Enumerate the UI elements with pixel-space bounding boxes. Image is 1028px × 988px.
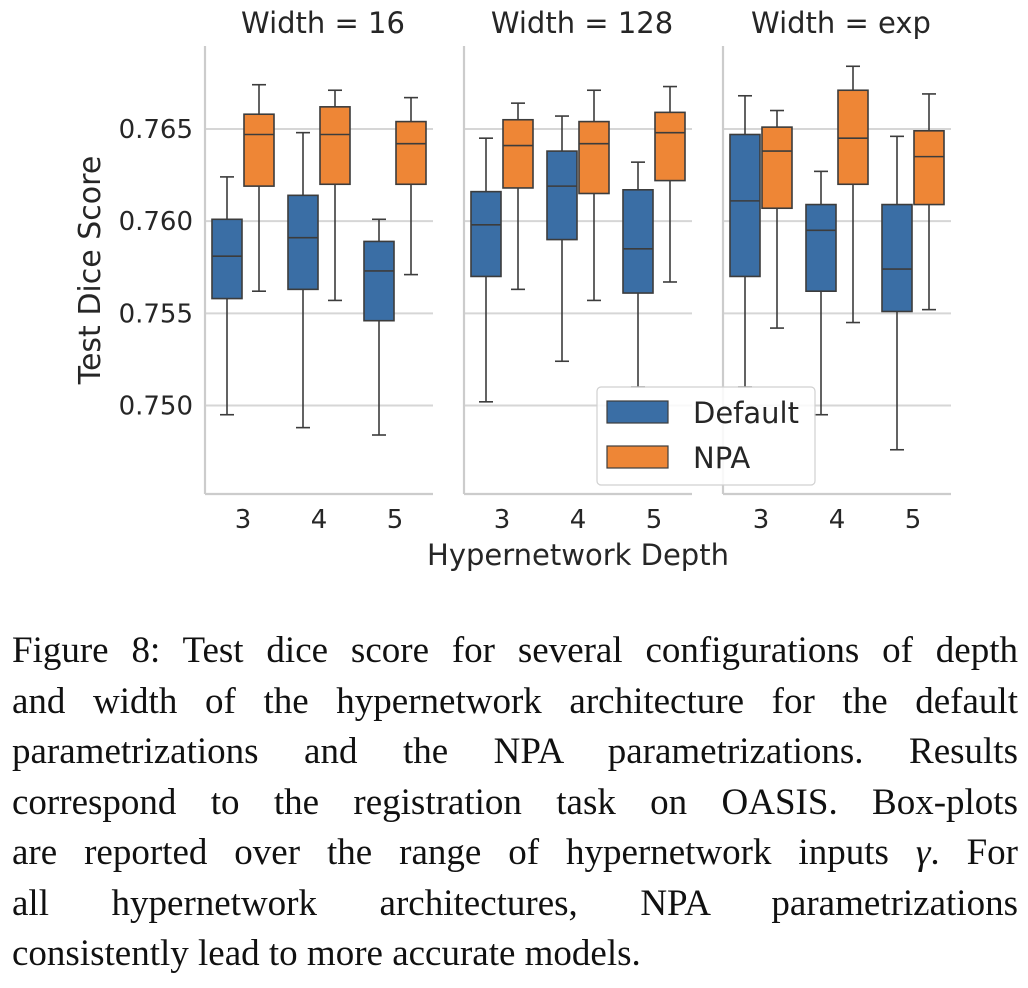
x-tick-label: 3 [494,505,511,535]
box-default [622,161,654,388]
legend-swatch-default [606,400,669,424]
box-body [761,126,793,210]
box-body [287,194,319,291]
box-body [881,203,913,313]
box-plot-figure: Width = 16 3 4 5 Width = 128 3 4 5 Width = exp 3 4… [73,6,951,572]
x-tick-label: 4 [311,505,328,535]
box-body [395,120,427,186]
box-body [729,133,761,278]
box-body [319,106,351,186]
box-body [470,190,502,278]
x-tick-label: 4 [829,505,846,535]
caption-line: parametrizations and the NPA parametriza… [12,731,1018,772]
panel-title: Width = 128 [491,6,673,40]
x-tick-label: 5 [905,505,922,535]
x-tick-label: 5 [387,505,404,535]
x-tick-label: 3 [753,505,770,535]
caption-line-text: are reported over the range of hypernetw… [12,832,889,873]
box-body [622,189,654,294]
box-body [913,130,945,206]
figure-caption: Figure 8: Test dice score for several co… [12,626,1018,980]
box-npa [913,93,945,311]
legend: Default NPA [596,386,816,486]
box-default [729,94,761,388]
box-npa [502,102,534,291]
caption-line: and width of the hypernetwork architectu… [12,680,1018,722]
box-default [546,115,578,363]
y-tick-label: 0.750 [119,392,193,422]
boxes [211,65,945,451]
box-default [470,137,502,403]
box-body [243,113,275,187]
y-tick-label: 0.760 [119,207,193,237]
labels: Width = 16 3 4 5 Width = 128 3 4 5 Width = exp 3 4… [73,6,931,572]
box-default [805,170,837,416]
y-axis-label: Test Dice Score [73,156,108,386]
box-body [805,203,837,293]
grid-lines [205,127,951,407]
box-body [578,120,610,195]
box-npa [243,83,275,293]
panel-title: Width = 16 [241,6,405,40]
box-body [211,218,243,300]
caption-line: correspond to the registration task on O… [12,781,1018,823]
caption-line-text: . For [930,832,1018,873]
x-axis-label: Hypernetwork Depth [427,538,729,572]
y-tick-label: 0.755 [119,299,193,329]
box-default [287,131,319,429]
x-tick-label: 3 [235,505,252,535]
box-npa [837,65,869,324]
x-tick-label: 5 [646,505,663,535]
box-npa [761,109,793,329]
caption-line: Figure 8: Test dice score for several co… [12,630,1018,671]
panel-title: Width = exp [751,6,931,40]
axes [203,46,951,496]
legend-swatch-npa [606,445,669,469]
caption-line: consistently lead to more accurate model… [12,933,641,974]
box-npa [578,89,610,302]
gamma-symbol: γ [915,832,931,873]
legend-label-default: Default [693,396,799,430]
caption-line: are reported over the range of hypernetw… [12,828,1018,879]
box-body [502,118,534,189]
legend-label-npa: NPA [693,441,750,475]
box-body [363,240,395,322]
x-tick-label: 4 [570,505,587,535]
y-tick-label: 0.765 [119,115,193,145]
box-body [654,111,686,182]
box-body [546,150,578,241]
box-body [837,89,869,186]
box-npa [319,89,351,302]
caption-line: all hypernetwork architectures, NPA para… [12,882,1018,924]
box-default [881,135,913,451]
box-default [363,218,395,436]
box-npa [395,96,427,276]
box-default [211,176,243,416]
box-npa [654,85,686,283]
